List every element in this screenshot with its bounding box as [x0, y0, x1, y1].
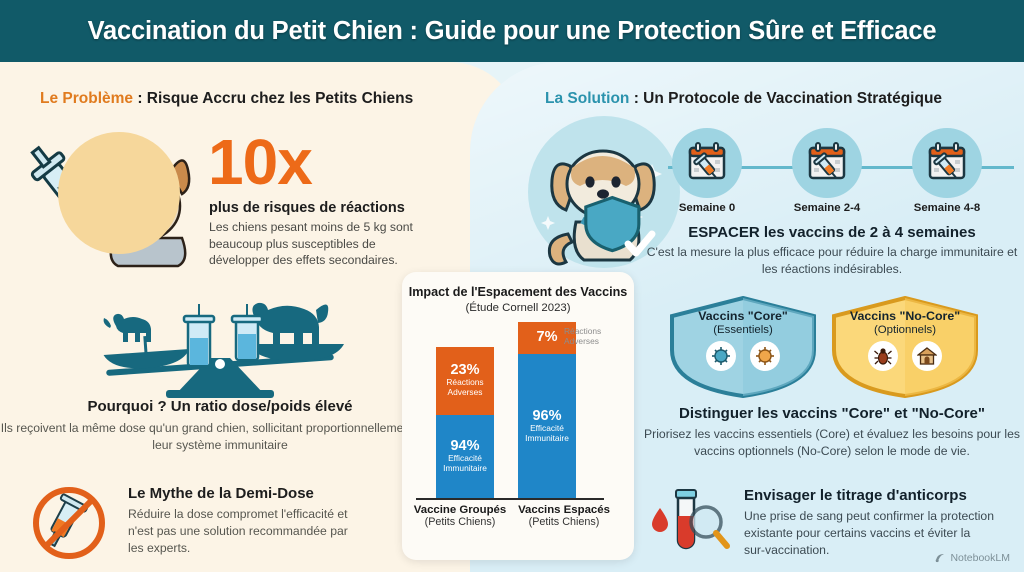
no-half-dose-illustration: [30, 484, 108, 562]
vaccine-spacing-chart-card: Impact de l'Espacement des Vaccins (Étud…: [402, 272, 634, 560]
bar-caption-efficacy-1: Efficacité Immunitaire: [525, 422, 569, 443]
spacing-body: C'est la mesure la plus efficace pour ré…: [646, 245, 1018, 276]
bar-value-adverse-0: 23%: [450, 362, 480, 379]
chart-x-tick-1-sublabel: (Petits Chiens): [528, 516, 600, 528]
bar-segment-efficacy-0: 94% Efficacité Immunitaire: [436, 414, 494, 498]
page-title: Vaccination du Petit Chien : Guide pour …: [87, 16, 937, 45]
chart-x-axis: [416, 498, 604, 500]
problem-heading-accent: Le Problème: [40, 90, 134, 107]
virus-blue-icon: [706, 340, 736, 371]
calendar-syringe-icon: [792, 128, 862, 198]
puppy-shield-icon: [528, 116, 680, 268]
blood-test-magnifier-icon: [652, 489, 730, 550]
header-bar: Vaccination du Petit Chien : Guide pour …: [0, 0, 1024, 62]
shield-core-vaccines[interactable]: Vaccins "Core" (Essentiels): [668, 296, 818, 398]
timeline-node-week-0[interactable]: Semaine 0: [668, 128, 746, 214]
shield-yellow-icon: [832, 296, 978, 398]
bar-value-efficacy-1: 96%: [532, 407, 562, 424]
bar-value-adverse-1: 7%: [536, 329, 558, 346]
chart-x-tick-0-label: Vaccine Groupés: [413, 504, 507, 516]
puppy-syringe-illustration: [22, 118, 202, 268]
hero-disc-shape: [58, 132, 180, 254]
shield-nocore-vaccines[interactable]: Vaccins "No-Core" (Optionnels): [830, 296, 980, 398]
shield-nocore-name: Vaccins "No-Core": [849, 309, 961, 323]
balance-scale-icon: [103, 302, 344, 398]
calendar-icon: [688, 142, 726, 180]
solution-heading-rest: : Un Protocole de Vaccination Stratégiqu…: [629, 90, 943, 107]
dose-weight-balance-illustration: [80, 290, 360, 400]
notebooklm-watermark: NotebookLM: [934, 552, 1010, 564]
shield-nocore-sub: (Optionnels): [873, 323, 937, 336]
solution-heading-accent: La Solution: [545, 90, 630, 107]
titration-body: Une prise de sang peut confirmer la prot…: [744, 509, 994, 557]
shield-core-icons: [706, 340, 780, 371]
timeline-label-0: Semaine 0: [678, 202, 736, 214]
chart-x-tick-labels: Vaccine Groupés (Petits Chiens) Vaccins …: [408, 504, 628, 528]
risk-multiplier-subtitle: plus de risques de réactions: [209, 200, 405, 216]
solution-heading: La Solution : Un Protocole de Vaccinatio…: [545, 90, 942, 108]
chart-plot-area: 23% Réactions Adverses 94% Efficacité Im…: [422, 322, 614, 498]
bar-value-efficacy-0: 94%: [450, 437, 480, 454]
kennel-house-icon: [912, 340, 942, 371]
risk-multiplier-stat: 10x: [208, 126, 313, 198]
myth-title: Le Mythe de la Demi-Dose: [128, 485, 314, 502]
bar-group-vaccins-espaces: 7% 96% Efficacité Immunitaire: [518, 322, 576, 498]
chart-subtitle: (Étude Cornell 2023): [465, 302, 571, 314]
why-title: Pourquoi ? Un ratio dose/poids élevé: [87, 398, 353, 415]
chart-legend-adverse: Réactions Adverses: [564, 326, 602, 347]
chart-title: Impact de l'Espacement des Vaccins: [408, 285, 628, 299]
bar-segment-efficacy-1: 96% Efficacité Immunitaire: [518, 354, 576, 498]
shield-blue-icon: [670, 296, 816, 398]
problem-heading: Le Problème : Risque Accru chez les Peti…: [40, 90, 413, 108]
vaccine-type-shields: Vaccins "Core" (Essentiels) Vaccins "No-…: [668, 296, 1014, 400]
myth-body: Réduire la dose compromet l'efficacité e…: [128, 507, 348, 555]
notebooklm-logo-icon: [936, 554, 945, 563]
bar-caption-efficacy-0: Efficacité Immunitaire: [443, 453, 487, 473]
prohibited-syringe-icon: [33, 487, 105, 559]
calendar-syringe-icon: [672, 128, 742, 198]
virus-orange-icon: [750, 340, 780, 371]
problem-heading-rest: : Risque Accru chez les Petits Chiens: [133, 90, 414, 107]
protected-puppy-illustration: [524, 112, 684, 272]
shield-core-sub: (Essentiels): [713, 323, 773, 336]
antibody-titration-illustration: [648, 486, 732, 556]
titration-title: Envisager le titrage d'anticorps: [744, 487, 967, 504]
bar-segment-adverse-0: 23% Réactions Adverses: [436, 346, 494, 415]
chart-x-tick-1-label: Vaccins Espacés: [518, 504, 610, 516]
vaccination-timeline: Semaine 0: [668, 128, 1014, 238]
calendar-icon: [928, 142, 966, 180]
spacing-title: ESPACER les vaccins de 2 à 4 semaines: [688, 224, 976, 241]
shield-core-name: Vaccins "Core": [698, 309, 788, 323]
calendar-syringe-icon: [912, 128, 982, 198]
calendar-icon: [808, 142, 846, 180]
why-body: Ils reçoivent la même dose qu'un grand c…: [0, 421, 440, 452]
chart-x-tick-0: Vaccine Groupés (Petits Chiens): [408, 504, 512, 528]
timeline-node-week-4-8[interactable]: Semaine 4-8: [908, 128, 986, 214]
risk-multiplier-body: Les chiens pesant moins de 5 kg sont bea…: [209, 220, 413, 268]
core-distinction-body: Priorisez les vaccins essentiels (Core) …: [644, 427, 1020, 458]
bar-group-vaccine-groupes: 23% Réactions Adverses 94% Efficacité Im…: [436, 346, 494, 498]
bar-segment-adverse-1: 7%: [518, 322, 576, 355]
tick-icon: [868, 340, 898, 371]
timeline-label-2: Semaine 4-8: [913, 202, 981, 214]
timeline-label-1: Semaine 2-4: [793, 202, 861, 214]
timeline-node-week-2-4[interactable]: Semaine 2-4: [788, 128, 866, 214]
shield-nocore-icons: [868, 340, 942, 371]
chart-x-tick-0-sublabel: (Petits Chiens): [424, 516, 496, 528]
core-distinction-title: Distinguer les vaccins "Core" et "No-Cor…: [678, 405, 986, 422]
watermark-label: NotebookLM: [950, 552, 1010, 564]
chart-x-tick-1: Vaccins Espacés (Petits Chiens): [512, 504, 616, 528]
bar-caption-adverse-0: Réactions Adverses: [446, 377, 484, 398]
